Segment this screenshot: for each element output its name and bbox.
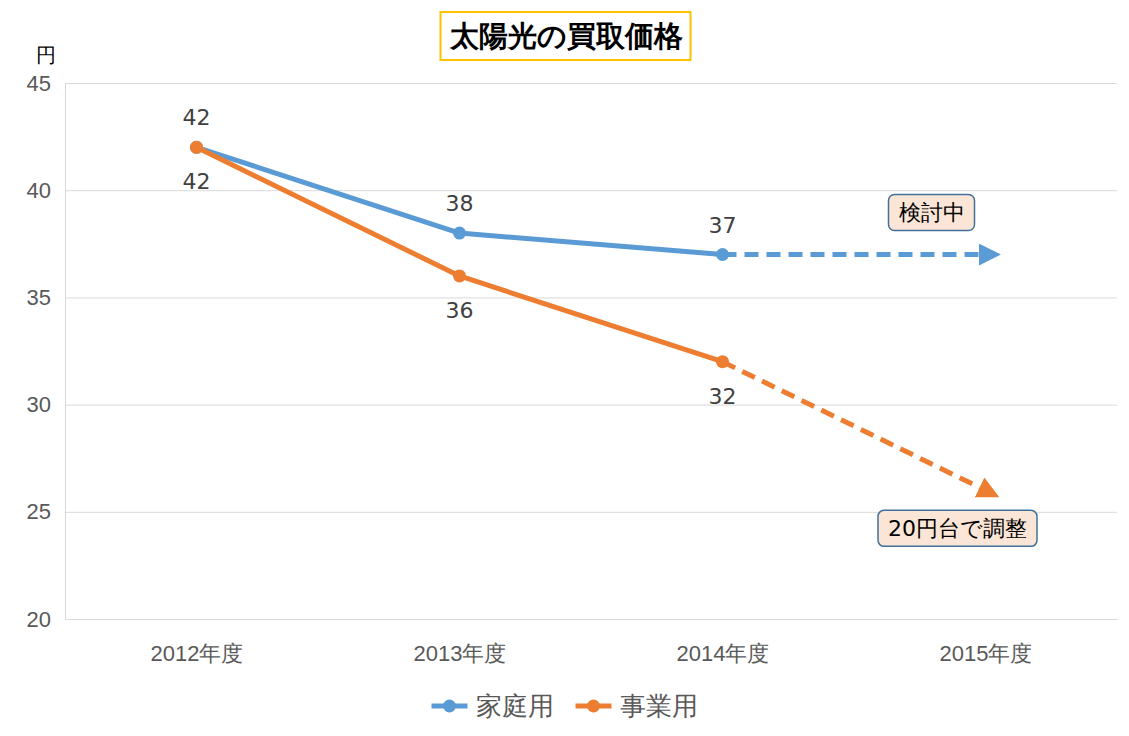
annotation: 20円台で調整: [878, 510, 1037, 546]
x-tick-label: 2015年度: [940, 641, 1033, 666]
grid-line: [65, 297, 1117, 298]
legend-item: 事業用: [576, 691, 698, 721]
annotation-text: 検討中: [899, 200, 965, 225]
data-label: 38: [446, 191, 474, 216]
point: [716, 355, 729, 368]
grid-line: [65, 190, 1117, 191]
y-tick: 45: [27, 71, 1117, 96]
y-tick-label: 35: [27, 285, 51, 310]
data-labels: 42 38 37 42 36 32: [183, 105, 737, 408]
point: [453, 227, 466, 240]
grid-line: [65, 619, 1117, 620]
annotation-text: 20円台で調整: [888, 516, 1027, 541]
data-label: 42: [183, 169, 211, 194]
legend-marker: [587, 700, 600, 713]
point: [190, 141, 203, 154]
point: [453, 269, 466, 282]
legend-label: 家庭用: [476, 691, 554, 721]
data-label: 32: [709, 384, 737, 409]
chart: 20 25 30 35 40 45 2012年度 2013年度 2014年度 2015年度 円 42 3…: [0, 0, 1129, 736]
annotation: 検討中: [889, 195, 975, 231]
grid-line: [65, 405, 1117, 406]
y-tick: 20: [27, 607, 1117, 632]
y-tick-label: 30: [27, 392, 51, 417]
data-label: 42: [183, 105, 211, 130]
data-label: 37: [709, 213, 737, 238]
grid-line: [65, 83, 1117, 84]
y-tick-label: 20: [27, 607, 51, 632]
legend-label: 事業用: [620, 691, 698, 721]
y-tick: 35: [27, 285, 1117, 310]
series-line: [197, 147, 723, 254]
y-axis-line: [66, 84, 1118, 620]
legend: 家庭用 事業用: [432, 691, 698, 721]
x-axis-line: [66, 619, 1118, 620]
title: 太陽光の買取価格: [449, 19, 683, 53]
y-tick-label: 40: [27, 178, 51, 203]
point: [190, 141, 203, 154]
annotation-box: [889, 195, 975, 231]
plot-area: [190, 141, 986, 491]
x-tick-label: 2014年度: [677, 641, 770, 666]
x-tick: 2015年度: [940, 641, 1033, 666]
data-label: 36: [446, 298, 474, 323]
legend-marker: [443, 700, 456, 713]
y-tick-label: 25: [27, 499, 51, 524]
series-line: [197, 147, 723, 361]
point: [716, 248, 729, 261]
title-group: 太陽光の買取価格: [441, 12, 691, 60]
x-tick-label: 2012年度: [151, 641, 244, 666]
title-box: [441, 12, 691, 60]
forecast-line: [723, 252, 986, 257]
x-tick: 2013年度: [414, 641, 507, 666]
x-axis: 2012年度 2013年度 2014年度 2015年度: [66, 620, 1118, 666]
forecast-line: [723, 362, 986, 491]
y-axis-title: 円: [36, 43, 56, 67]
legend-item: 家庭用: [432, 691, 554, 721]
y-tick-label: 45: [27, 71, 51, 96]
x-tick-label: 2013年度: [414, 641, 507, 666]
y-axis: 20 25 30 35 40 45: [27, 71, 1117, 632]
x-tick: 2014年度: [677, 641, 770, 666]
x-tick: 2012年度: [151, 641, 244, 666]
y-tick: 30: [27, 392, 1117, 417]
annotation-box: [878, 510, 1037, 546]
